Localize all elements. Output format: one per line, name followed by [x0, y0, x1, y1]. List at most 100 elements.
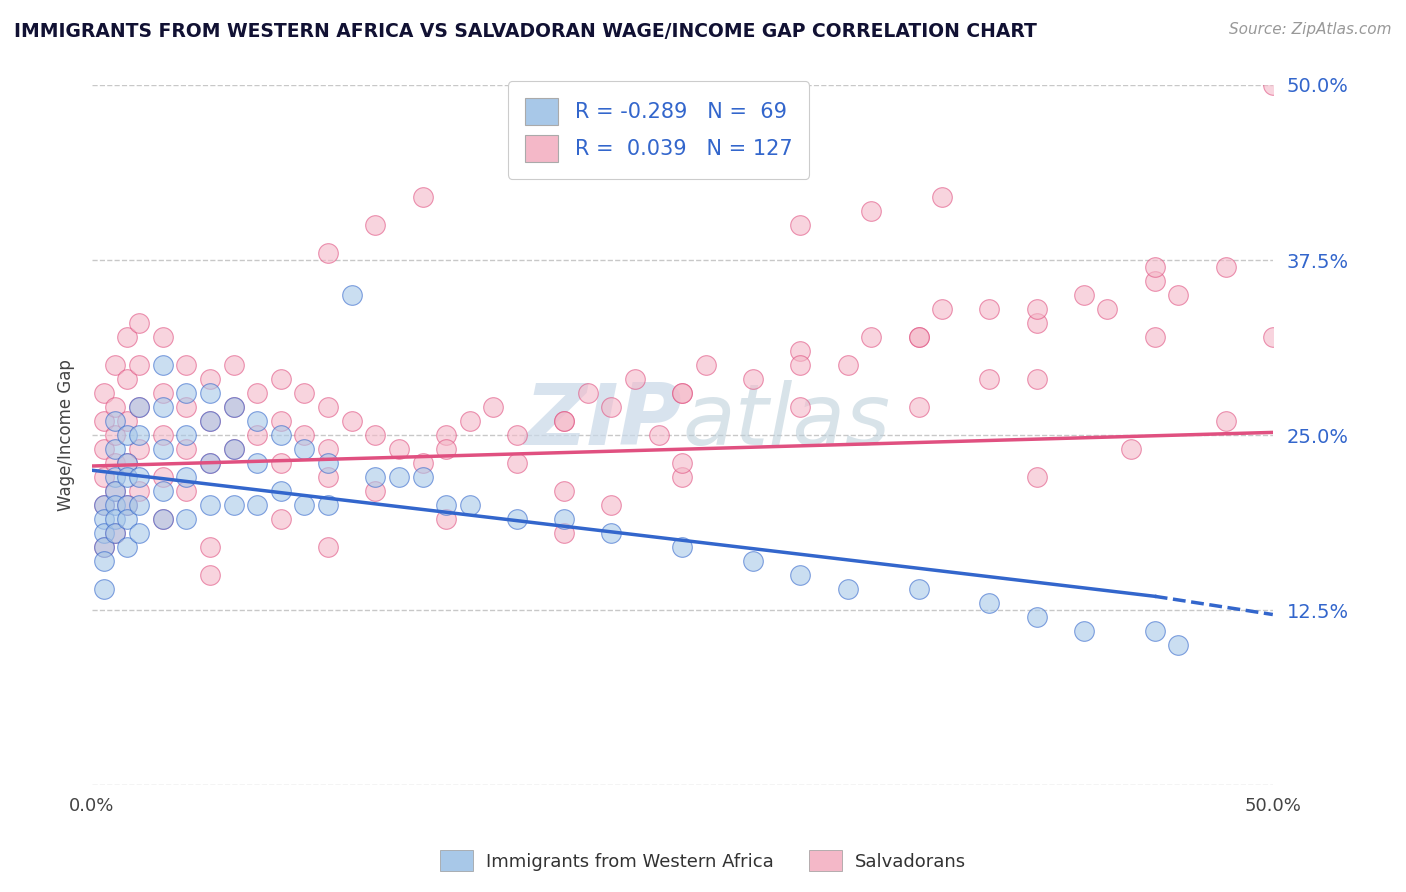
Point [1119, 442, 1142, 457]
Point [1025, 470, 1047, 484]
Point [482, 400, 505, 414]
Point [104, 400, 127, 414]
Point [104, 470, 127, 484]
Point [294, 386, 316, 401]
Point [1143, 330, 1166, 344]
Point [152, 428, 174, 442]
Point [128, 442, 150, 457]
Point [176, 442, 198, 457]
Point [93, 498, 115, 512]
Point [128, 470, 150, 484]
Point [176, 428, 198, 442]
Point [316, 498, 339, 512]
Point [388, 470, 411, 484]
Point [117, 498, 139, 512]
Point [671, 456, 693, 470]
Point [434, 512, 457, 526]
Point [458, 414, 481, 428]
Point [979, 372, 1001, 386]
Point [152, 484, 174, 499]
Point [576, 386, 599, 401]
Y-axis label: Wage/Income Gap: Wage/Income Gap [58, 359, 75, 511]
Point [506, 456, 529, 470]
Point [104, 484, 127, 499]
Point [789, 400, 811, 414]
Point [104, 498, 127, 512]
Point [316, 442, 339, 457]
Point [152, 400, 174, 414]
Point [860, 330, 883, 344]
Point [93, 498, 115, 512]
Point [152, 358, 174, 372]
Point [104, 526, 127, 541]
Point [222, 442, 245, 457]
Point [600, 498, 623, 512]
Point [671, 386, 693, 401]
Point [128, 428, 150, 442]
Point [246, 498, 269, 512]
Point [979, 302, 1001, 317]
Point [104, 526, 127, 541]
Point [671, 541, 693, 555]
Point [789, 358, 811, 372]
Point [907, 330, 929, 344]
Point [624, 372, 647, 386]
Point [294, 442, 316, 457]
Legend: Immigrants from Western Africa, Salvadorans: Immigrants from Western Africa, Salvador… [433, 843, 973, 879]
Point [270, 484, 292, 499]
Point [1025, 610, 1047, 624]
Point [222, 358, 245, 372]
Point [117, 470, 139, 484]
Point [1025, 302, 1047, 317]
Point [222, 442, 245, 457]
Point [979, 596, 1001, 610]
Point [294, 498, 316, 512]
Point [198, 568, 221, 582]
Point [246, 386, 269, 401]
Point [907, 582, 929, 597]
Point [104, 512, 127, 526]
Point [270, 428, 292, 442]
Point [222, 498, 245, 512]
Point [553, 414, 575, 428]
Point [176, 386, 198, 401]
Point [789, 218, 811, 232]
Point [176, 484, 198, 499]
Point [434, 498, 457, 512]
Point [364, 428, 387, 442]
Point [93, 414, 115, 428]
Point [553, 526, 575, 541]
Point [1097, 302, 1119, 317]
Point [93, 386, 115, 401]
Point [364, 218, 387, 232]
Point [117, 512, 139, 526]
Point [104, 484, 127, 499]
Point [1025, 372, 1047, 386]
Point [412, 470, 434, 484]
Point [316, 541, 339, 555]
Point [104, 456, 127, 470]
Point [117, 456, 139, 470]
Point [93, 526, 115, 541]
Point [270, 414, 292, 428]
Point [553, 484, 575, 499]
Point [1261, 330, 1284, 344]
Point [246, 414, 269, 428]
Point [789, 568, 811, 582]
Point [117, 372, 139, 386]
Point [1167, 638, 1189, 652]
Point [128, 400, 150, 414]
Point [364, 484, 387, 499]
Point [128, 358, 150, 372]
Point [117, 428, 139, 442]
Text: atlas: atlas [682, 380, 890, 463]
Point [458, 498, 481, 512]
Point [198, 414, 221, 428]
Point [316, 400, 339, 414]
Point [93, 582, 115, 597]
Point [364, 470, 387, 484]
Point [128, 526, 150, 541]
Point [1143, 260, 1166, 274]
Point [128, 400, 150, 414]
Point [671, 386, 693, 401]
